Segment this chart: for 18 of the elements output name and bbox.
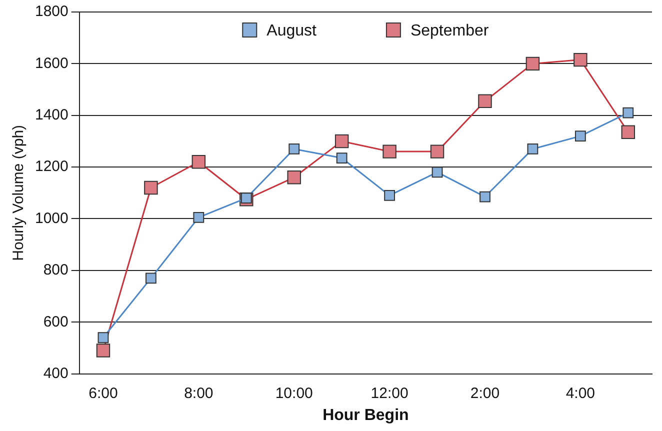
x-tick-label: 6:00 [88, 384, 118, 402]
y-tick-label: 1200 [34, 158, 68, 176]
y-tick-label: 1600 [34, 54, 68, 72]
legend-label: August [266, 22, 318, 40]
x-axis-title: Hour Begin [322, 406, 409, 424]
legend-label: September [410, 22, 490, 40]
x-tick-label: 8:00 [184, 384, 214, 402]
x-tick-label: 10:00 [275, 384, 313, 402]
x-tick-label: 4:00 [566, 384, 596, 402]
x-tick-label: 12:00 [370, 384, 408, 402]
y-tick-label: 1800 [34, 3, 68, 20]
y-tick-label: 600 [43, 313, 68, 330]
y-tick-label: 1000 [34, 210, 68, 227]
x-tick-label: 2:00 [470, 384, 500, 402]
y-tick-label: 1400 [34, 106, 68, 124]
y-tick-label: 800 [43, 262, 68, 279]
y-tick-label: 400 [43, 364, 68, 382]
y-axis-title: Hourly Volume (vph) [10, 124, 28, 261]
